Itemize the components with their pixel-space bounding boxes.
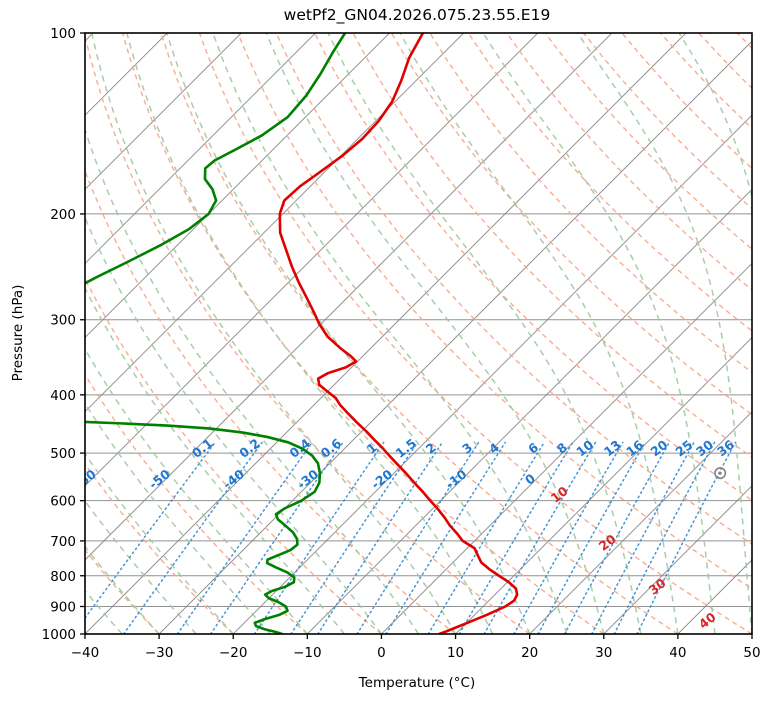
dry-adiabat-line bbox=[85, 462, 234, 634]
y-tick-label: 100 bbox=[50, 26, 76, 42]
dry-adiabat-line bbox=[85, 548, 160, 634]
isotherm-line bbox=[85, 33, 465, 413]
y-tick-label: 1000 bbox=[42, 627, 76, 643]
moist-adiabat-line bbox=[576, 33, 752, 634]
isotherm-line bbox=[85, 33, 613, 561]
y-tick-label: 600 bbox=[50, 494, 76, 510]
moist-adiabat-line bbox=[85, 545, 160, 634]
isotherm-line bbox=[306, 188, 752, 634]
moist-adiabat-line bbox=[85, 127, 420, 634]
dry-adiabat-line bbox=[85, 276, 382, 634]
lcl-marker-dot bbox=[718, 471, 722, 475]
mixing-ratio-line bbox=[613, 441, 716, 634]
mixing-ratio-line bbox=[356, 441, 480, 634]
dry-adiabat-line bbox=[275, 33, 752, 545]
lcl-marker bbox=[714, 467, 727, 480]
dry-adiabat-line bbox=[85, 373, 308, 634]
mixing-ratio-line bbox=[122, 441, 263, 634]
isotherm-line bbox=[455, 336, 752, 634]
mixing-ratio-line bbox=[537, 441, 646, 634]
mixing-ratio-line bbox=[590, 441, 695, 634]
y-axis-label: Pressure (hPa) bbox=[10, 285, 26, 382]
temperature-profile-line bbox=[278, 33, 519, 634]
dry-adiabat-line bbox=[467, 33, 752, 332]
mixing-ratio-line bbox=[317, 441, 444, 634]
y-tick-label: 800 bbox=[50, 569, 76, 585]
isotherm-line bbox=[85, 33, 316, 265]
x-tick-label: −20 bbox=[219, 645, 248, 661]
x-axis-label: Temperature (°C) bbox=[358, 675, 476, 691]
y-tick-label: 300 bbox=[50, 313, 76, 329]
dry-adiabat-line bbox=[160, 33, 679, 634]
dry-adiabat-line bbox=[121, 33, 605, 634]
x-tick-label: −10 bbox=[293, 645, 322, 661]
chart-title: wetPf2_GN04.2026.075.23.55.E19 bbox=[284, 6, 551, 25]
x-tick-label: −40 bbox=[71, 645, 100, 661]
x-tick-label: 40 bbox=[669, 645, 686, 661]
isotherm-line bbox=[158, 40, 752, 634]
isotherm-line bbox=[529, 410, 752, 634]
isotherm-line bbox=[232, 114, 752, 634]
x-tick-label: −30 bbox=[145, 645, 174, 661]
mixing-ratio-line bbox=[176, 441, 313, 634]
mixing-ratio-line bbox=[427, 441, 545, 634]
moist-adiabat-line bbox=[85, 215, 383, 634]
x-tick-label: 0 bbox=[377, 645, 386, 661]
moist-adiabat-line bbox=[166, 33, 531, 634]
mixing-ratio-line bbox=[513, 441, 624, 634]
y-tick-label: 700 bbox=[50, 534, 76, 550]
moist-adiabat-line bbox=[85, 499, 197, 634]
moist-adiabat-line bbox=[126, 33, 494, 634]
moist-adiabat-line bbox=[91, 33, 457, 634]
y-tick-label: 900 bbox=[50, 599, 76, 615]
dry-adiabat-line bbox=[237, 33, 752, 590]
moist-adiabat-line bbox=[85, 286, 345, 634]
mixing-ratio-line bbox=[636, 441, 737, 634]
data-layer bbox=[85, 33, 727, 634]
mixing-ratio-line bbox=[458, 441, 574, 634]
dry-adiabat-line bbox=[85, 169, 456, 634]
isotherm-line bbox=[85, 33, 539, 487]
moist-adiabat-line bbox=[85, 402, 271, 634]
mixing-ratio-line bbox=[253, 441, 385, 634]
isotherm-line bbox=[85, 33, 242, 191]
y-tick-label: 500 bbox=[50, 446, 76, 462]
moist-adiabat-line bbox=[212, 33, 568, 634]
dry-adiabat-line bbox=[85, 33, 531, 634]
x-tick-label: 10 bbox=[447, 645, 464, 661]
plot-frame bbox=[84, 32, 753, 635]
isotherm-line bbox=[85, 33, 687, 634]
x-tick-label: 50 bbox=[743, 645, 760, 661]
mixing-ratio-line bbox=[385, 441, 506, 634]
x-tick-label: 30 bbox=[595, 645, 612, 661]
moist-adiabat-line bbox=[85, 452, 234, 634]
moist-adiabat-line bbox=[327, 33, 642, 634]
moist-adiabat-line bbox=[399, 33, 679, 634]
isotherm-line bbox=[85, 33, 390, 339]
mixing-ratio-line bbox=[85, 441, 216, 620]
grid-layer bbox=[85, 33, 752, 634]
dewpoint-profile-line bbox=[85, 33, 347, 634]
mixing-ratio-line bbox=[209, 441, 344, 634]
dry-adiabat-line bbox=[506, 33, 752, 291]
dry-adiabat-line bbox=[352, 33, 752, 458]
x-tick-label: 20 bbox=[521, 645, 538, 661]
mixing-ratio-line bbox=[563, 441, 671, 634]
y-tick-label: 400 bbox=[50, 388, 76, 404]
y-tick-label: 200 bbox=[50, 207, 76, 223]
